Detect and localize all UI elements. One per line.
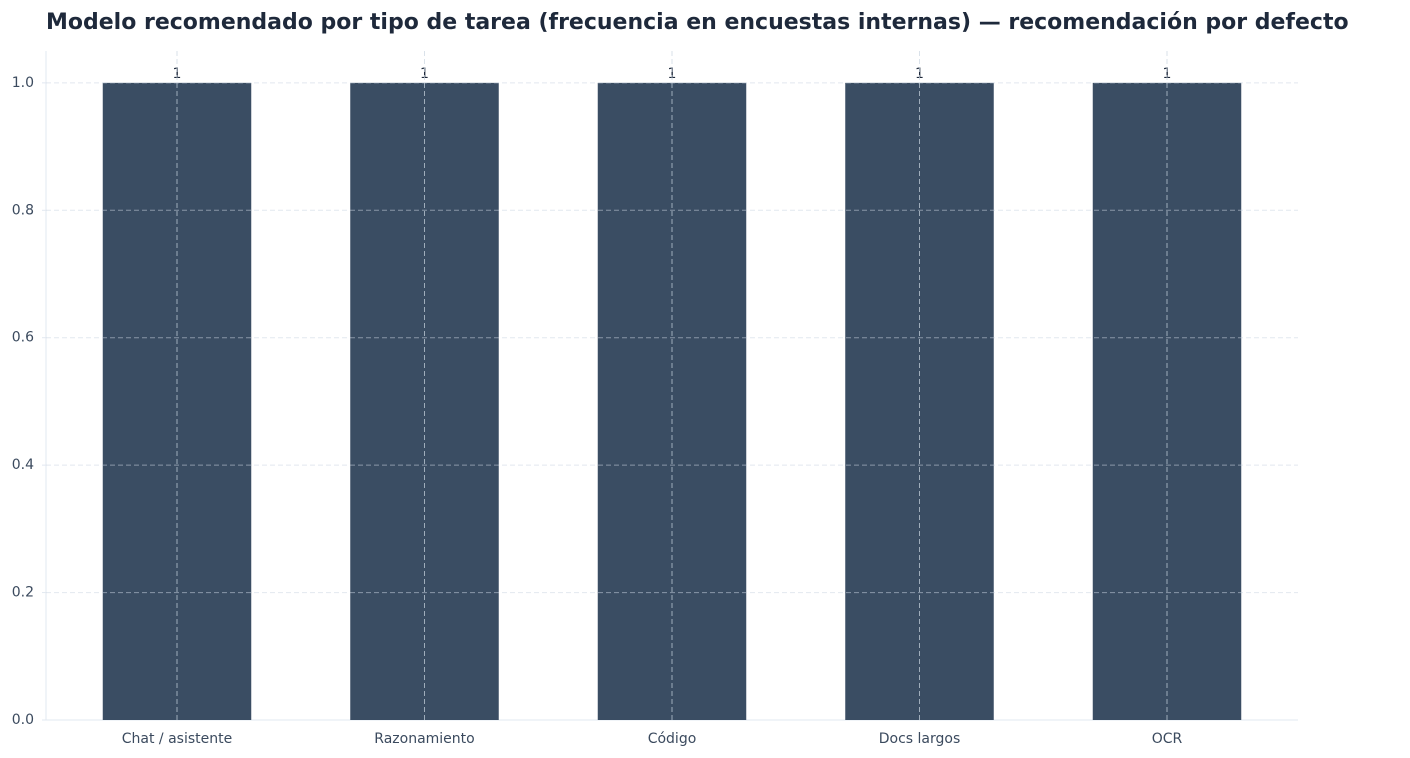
y-tick-label: 0.0 — [12, 712, 34, 728]
x-tick-label: Código — [648, 731, 697, 747]
x-tick-label: OCR — [1152, 731, 1183, 747]
y-tick-label: 0.4 — [12, 457, 34, 473]
bar — [102, 82, 252, 721]
bar — [350, 82, 499, 721]
chart-title: Modelo recomendado por tipo de tarea (fr… — [46, 10, 1349, 35]
value-label: 1 — [1163, 66, 1172, 82]
value-label: 1 — [420, 66, 429, 82]
value-label: 1 — [173, 66, 182, 82]
x-tick-label: Razonamiento — [374, 731, 474, 747]
value-label: 1 — [668, 66, 677, 82]
y-tick-label: 0.6 — [12, 330, 34, 346]
x-tick-label: Docs largos — [879, 731, 961, 747]
x-tick-label: Chat / asistente — [122, 731, 232, 747]
y-tick-label: 0.8 — [12, 202, 34, 218]
y-tick-label: 0.2 — [12, 585, 34, 601]
value-label: 1 — [915, 66, 924, 82]
bar — [845, 82, 994, 721]
bar — [597, 82, 747, 721]
bar — [1092, 82, 1242, 721]
y-tick-label: 1.0 — [12, 75, 34, 91]
